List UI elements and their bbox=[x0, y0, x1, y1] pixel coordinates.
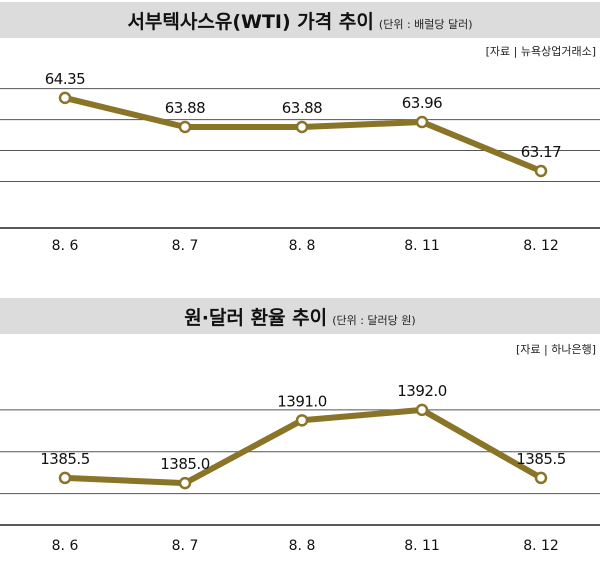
krw-source: [자료 | 하나은행] bbox=[516, 342, 596, 356]
wti-x-tick-label: 8. 8 bbox=[289, 238, 316, 254]
krw-x-tick-label: 8. 12 bbox=[523, 538, 559, 554]
wti-data-labels: 64.35 63.88 63.88 63.96 63.17 bbox=[45, 70, 562, 161]
wti-x-tick-label: 8. 11 bbox=[404, 238, 440, 254]
wti-data-point bbox=[58, 91, 72, 105]
krw-x-tick-label: 8. 7 bbox=[172, 538, 199, 554]
wti-markers bbox=[58, 91, 548, 178]
krw-data-label: 1385.5 bbox=[40, 450, 90, 468]
krw-data-point bbox=[295, 414, 309, 427]
wti-chart: 서부텍사스유(WTI) 가격 추이 (단위 : 배럴당 달러) [자료 | 뉴욕… bbox=[0, 2, 600, 254]
wti-x-tick-labels: 8. 6 8. 7 8. 8 8. 11 8. 12 bbox=[52, 238, 559, 254]
wti-data-point bbox=[534, 164, 548, 178]
krw-title-bar bbox=[0, 298, 600, 334]
wti-data-label: 64.35 bbox=[45, 70, 85, 88]
wti-data-point bbox=[295, 120, 309, 134]
krw-data-point bbox=[415, 403, 429, 417]
krw-data-point bbox=[178, 476, 192, 490]
krw-data-label: 1385.0 bbox=[160, 455, 210, 473]
wti-source: [자료 | 뉴욕상업거래소] bbox=[486, 45, 596, 58]
wti-x-tick-label: 8. 6 bbox=[52, 238, 79, 254]
krw-x-tick-label: 8. 8 bbox=[289, 538, 316, 554]
krw-x-tick-labels: 8. 6 8. 7 8. 8 8. 11 8. 12 bbox=[52, 538, 559, 554]
krw-data-label: 1392.0 bbox=[397, 382, 447, 400]
wti-data-label: 63.88 bbox=[165, 99, 205, 117]
krw-x-tick-label: 8. 6 bbox=[52, 538, 79, 554]
krw-x-tick-label: 8. 11 bbox=[404, 538, 440, 554]
wti-title: 서부텍사스유(WTI) 가격 추이 (단위 : 배럴당 달러) bbox=[127, 11, 472, 33]
wti-data-label: 63.88 bbox=[282, 99, 322, 117]
wti-x-tick-label: 8. 7 bbox=[172, 238, 199, 254]
krw-data-point bbox=[58, 471, 72, 485]
krw-usd-chart: 원·달러 환율 추이 (단위 : 달러당 원) [자료 | 하나은행] 1385… bbox=[0, 298, 600, 554]
wti-data-label: 63.96 bbox=[402, 94, 442, 112]
wti-title-bar bbox=[0, 2, 600, 38]
krw-title: 원·달러 환율 추이 (단위 : 달러당 원) bbox=[184, 307, 415, 329]
wti-data-point bbox=[415, 115, 429, 129]
krw-data-label: 1385.5 bbox=[516, 450, 566, 468]
wti-x-tick-label: 8. 12 bbox=[523, 238, 559, 254]
krw-data-point bbox=[534, 471, 548, 485]
krw-data-label: 1391.0 bbox=[277, 392, 327, 410]
krw-markers bbox=[58, 403, 548, 490]
wti-data-label: 63.17 bbox=[521, 143, 561, 161]
krw-data-labels: 1385.5 1385.0 1391.0 1392.0 1385.5 bbox=[40, 382, 566, 473]
wti-gridlines bbox=[0, 88, 600, 183]
wti-data-point bbox=[178, 120, 192, 134]
